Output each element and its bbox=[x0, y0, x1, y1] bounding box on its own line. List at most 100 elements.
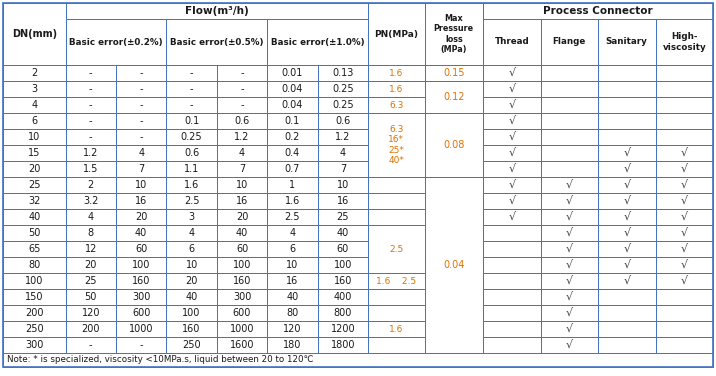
Text: 20: 20 bbox=[185, 276, 198, 286]
Bar bbox=[267, 113, 318, 129]
Bar bbox=[217, 209, 267, 225]
Bar bbox=[318, 321, 368, 337]
Bar bbox=[368, 289, 425, 305]
Bar bbox=[3, 337, 66, 353]
Bar bbox=[66, 129, 116, 145]
Bar bbox=[598, 241, 656, 257]
Bar bbox=[217, 113, 267, 129]
Text: 60: 60 bbox=[135, 244, 147, 254]
Bar bbox=[66, 305, 116, 321]
Bar bbox=[166, 337, 217, 353]
Bar bbox=[598, 305, 656, 321]
Bar bbox=[318, 225, 368, 241]
Bar bbox=[318, 241, 368, 257]
Bar bbox=[66, 145, 116, 161]
Text: √: √ bbox=[566, 308, 573, 318]
Bar bbox=[217, 225, 267, 241]
Bar bbox=[656, 321, 713, 337]
Bar bbox=[425, 3, 483, 65]
Bar bbox=[166, 241, 217, 257]
Bar bbox=[3, 225, 66, 241]
Text: 0.6: 0.6 bbox=[234, 116, 250, 126]
Bar bbox=[116, 161, 166, 177]
Text: High-
viscosity: High- viscosity bbox=[662, 32, 706, 52]
Text: √: √ bbox=[508, 212, 516, 222]
Text: 4: 4 bbox=[188, 228, 195, 238]
Bar bbox=[541, 289, 598, 305]
Bar bbox=[368, 305, 425, 321]
Text: 1.2: 1.2 bbox=[234, 132, 250, 142]
Bar bbox=[217, 273, 267, 289]
Bar bbox=[116, 321, 166, 337]
Text: 6: 6 bbox=[289, 244, 296, 254]
Text: √: √ bbox=[508, 132, 516, 142]
Bar bbox=[267, 305, 318, 321]
Text: √: √ bbox=[566, 228, 573, 238]
Bar bbox=[483, 241, 541, 257]
Bar bbox=[3, 145, 66, 161]
Bar bbox=[541, 305, 598, 321]
Bar bbox=[368, 65, 425, 81]
Bar bbox=[217, 337, 267, 353]
Bar bbox=[267, 273, 318, 289]
Bar bbox=[166, 289, 217, 305]
Bar bbox=[66, 3, 368, 19]
Text: 6.3
16*
25*
40*: 6.3 16* 25* 40* bbox=[388, 125, 405, 165]
Bar bbox=[598, 81, 656, 97]
Bar bbox=[483, 81, 541, 97]
Bar bbox=[541, 257, 598, 273]
Text: 16: 16 bbox=[236, 196, 248, 206]
Bar bbox=[3, 321, 66, 337]
Bar bbox=[166, 193, 217, 209]
Bar bbox=[656, 145, 713, 161]
Text: 120: 120 bbox=[284, 324, 301, 334]
Text: 160: 160 bbox=[132, 276, 150, 286]
Bar bbox=[166, 113, 217, 129]
Text: 10: 10 bbox=[286, 260, 299, 270]
Bar bbox=[483, 273, 541, 289]
Bar bbox=[656, 97, 713, 113]
Bar bbox=[656, 337, 713, 353]
Text: 10: 10 bbox=[236, 180, 248, 190]
Text: 250: 250 bbox=[25, 324, 44, 334]
Bar bbox=[116, 81, 166, 97]
Bar bbox=[656, 161, 713, 177]
Bar bbox=[267, 193, 318, 209]
Bar bbox=[318, 337, 368, 353]
Text: PN(MPa): PN(MPa) bbox=[374, 29, 418, 38]
Text: 600: 600 bbox=[233, 308, 251, 318]
Bar bbox=[267, 289, 318, 305]
Text: 100: 100 bbox=[183, 308, 200, 318]
Bar bbox=[66, 209, 116, 225]
Text: 300: 300 bbox=[25, 340, 44, 350]
Bar bbox=[598, 97, 656, 113]
Bar bbox=[116, 113, 166, 129]
Text: -: - bbox=[89, 132, 92, 142]
Text: Sanitary: Sanitary bbox=[606, 38, 648, 47]
Text: 40: 40 bbox=[135, 228, 147, 238]
Text: 0.08: 0.08 bbox=[443, 140, 465, 150]
Text: 0.04: 0.04 bbox=[443, 260, 465, 270]
Bar bbox=[598, 209, 656, 225]
Text: 300: 300 bbox=[233, 292, 251, 302]
Bar bbox=[3, 273, 66, 289]
Text: -: - bbox=[241, 84, 243, 94]
Bar bbox=[541, 337, 598, 353]
Bar bbox=[483, 19, 541, 65]
Text: 0.15: 0.15 bbox=[443, 68, 465, 78]
Bar bbox=[3, 97, 66, 113]
Bar bbox=[166, 81, 217, 97]
Bar bbox=[217, 305, 267, 321]
Bar bbox=[656, 177, 713, 193]
Text: 200: 200 bbox=[25, 308, 44, 318]
Text: 1.6: 1.6 bbox=[389, 85, 404, 94]
Bar bbox=[3, 305, 66, 321]
Text: -: - bbox=[89, 68, 92, 78]
Bar bbox=[116, 129, 166, 145]
Bar bbox=[425, 81, 483, 113]
Bar bbox=[598, 19, 656, 65]
Text: √: √ bbox=[623, 244, 630, 254]
Bar bbox=[318, 177, 368, 193]
Text: 0.25: 0.25 bbox=[332, 100, 354, 110]
Text: 2.5: 2.5 bbox=[390, 244, 403, 253]
